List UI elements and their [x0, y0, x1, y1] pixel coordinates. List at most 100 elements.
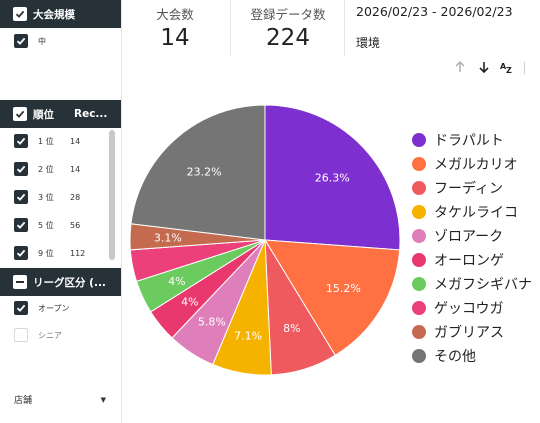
rank-option-label: 1 位: [38, 136, 54, 146]
legend-label: メガルカリオ: [434, 157, 518, 173]
arrow-up-icon[interactable]: [454, 60, 466, 77]
partial-select-checkbox-icon[interactable]: [13, 275, 27, 289]
kpi-label: 登録データ数: [250, 7, 326, 22]
store-dropdown-label: 店舗: [14, 396, 33, 406]
sort-az-icon[interactable]: A Z: [500, 60, 516, 77]
legend-item[interactable]: ドラパルト: [412, 130, 504, 150]
kpi-divider: [344, 0, 345, 56]
legend-item[interactable]: ゾロアーク: [412, 226, 503, 246]
size-option-label: 中: [38, 36, 46, 46]
league-option-open[interactable]: オープン: [0, 298, 110, 318]
dropdown-arrow-icon: ▼: [100, 395, 106, 404]
legend-item[interactable]: その他: [412, 346, 476, 366]
rank-option-count: 112: [70, 248, 86, 258]
environment-label: 環境: [356, 36, 381, 50]
kpi-tournament-count: 大会数 14: [123, 0, 227, 56]
legend-item[interactable]: ゲッコウガ: [412, 298, 503, 318]
svg-text:A: A: [500, 62, 507, 71]
rank-option-row[interactable]: 9 位 112: [0, 243, 110, 263]
checkbox-unchecked-icon[interactable]: [14, 328, 28, 342]
record-count-column-header: Rec...: [74, 108, 108, 120]
checkbox-checked-icon[interactable]: [14, 246, 28, 260]
pie-chart: 26.3%15.2%8%7.1%5.8%4%4%3.1%23.2%: [129, 104, 401, 376]
league-option-label: オープン: [38, 303, 70, 313]
date-range-picker[interactable]: 2026/02/23 - 2026/02/23: [356, 4, 513, 19]
kpi-value: 14: [160, 25, 190, 51]
legend-color-dot: [412, 277, 426, 291]
kpi-divider: [230, 0, 231, 56]
pie-slice-label: 23.2%: [187, 165, 222, 178]
legend-item[interactable]: ガブリアス: [412, 322, 504, 342]
rank-option-row[interactable]: 5 位 56: [0, 215, 110, 235]
rank-option-label: 3 位: [38, 192, 54, 202]
legend-color-dot: [412, 253, 426, 267]
size-filter-title: 大会規模: [33, 8, 75, 21]
rank-option-row[interactable]: 1 位 14: [0, 131, 110, 151]
legend-label: メガフシギバナ: [434, 277, 532, 293]
league-filter-title: リーグ区分 (...: [33, 276, 106, 289]
legend-item[interactable]: オーロンゲ: [412, 250, 504, 270]
checkbox-checked-icon[interactable]: [14, 34, 28, 48]
legend-color-dot: [412, 157, 426, 171]
legend-color-dot: [412, 229, 426, 243]
rank-option-label: 5 位: [38, 220, 54, 230]
rank-option-count: 14: [70, 136, 81, 146]
rank-option-label: 9 位: [38, 248, 54, 258]
league-option-senior[interactable]: シニア: [0, 325, 110, 345]
legend-label: ガブリアス: [434, 325, 504, 341]
checkbox-checked-icon[interactable]: [14, 301, 28, 315]
league-option-label: シニア: [38, 330, 62, 340]
select-all-checkbox-icon[interactable]: [13, 7, 27, 21]
pie-slice-label: 7.1%: [234, 330, 262, 343]
legend-color-dot: [412, 349, 426, 363]
arrow-down-icon[interactable]: [478, 60, 490, 77]
pie-slice[interactable]: [264, 239, 401, 356]
pie-slice-label: 4%: [181, 296, 198, 309]
legend-label: タケルライコ: [434, 205, 518, 221]
rank-option-row[interactable]: 3 位 28: [0, 187, 110, 207]
legend-label: ドラパルト: [434, 133, 504, 149]
pie-slice-label: 5.8%: [198, 315, 226, 328]
rank-option-count: 14: [70, 164, 81, 174]
filter-panel: 大会規模 中 順位 Rec... 1 位 14 2 位 14 3 位 28 5 …: [0, 0, 122, 423]
pie-slice[interactable]: [264, 104, 401, 251]
league-filter-header[interactable]: リーグ区分 (...: [0, 268, 121, 296]
legend-item[interactable]: フーディン: [412, 178, 503, 198]
rank-filter-title: 順位: [33, 108, 54, 121]
pie-slice-label: 3.1%: [154, 232, 182, 245]
rank-option-count: 56: [70, 220, 81, 230]
legend-color-dot: [412, 205, 426, 219]
rank-option-row[interactable]: 2 位 14: [0, 159, 110, 179]
legend-color-dot: [412, 181, 426, 195]
checkbox-checked-icon[interactable]: [14, 218, 28, 232]
checkbox-checked-icon[interactable]: [14, 134, 28, 148]
legend-label: フーディン: [434, 181, 504, 197]
checkbox-checked-icon[interactable]: [14, 190, 28, 204]
kpi-label: 大会数: [156, 7, 194, 22]
pie-slice-label: 4%: [168, 275, 185, 288]
select-all-checkbox-icon[interactable]: [13, 107, 27, 121]
rank-filter-header[interactable]: 順位 Rec...: [0, 100, 121, 128]
toolbar-divider: [524, 62, 525, 74]
pie-slice-label: 15.2%: [326, 282, 361, 295]
checkbox-checked-icon[interactable]: [14, 162, 28, 176]
legend-item[interactable]: メガフシギバナ: [412, 274, 532, 294]
svg-text:Z: Z: [506, 66, 512, 74]
rank-option-count: 28: [70, 192, 81, 202]
legend-color-dot: [412, 325, 426, 339]
legend-label: ゲッコウガ: [434, 301, 504, 317]
pie-slice-label: 8%: [283, 322, 300, 335]
store-dropdown[interactable]: 店舗 ▼: [14, 393, 106, 407]
size-filter-header[interactable]: 大会規模: [0, 0, 121, 28]
legend-label: その他: [434, 349, 476, 365]
legend-item[interactable]: メガルカリオ: [412, 154, 518, 174]
rank-list-scrollbar[interactable]: [109, 130, 115, 260]
kpi-value: 224: [266, 25, 310, 51]
legend-color-dot: [412, 301, 426, 315]
size-option-mid[interactable]: 中: [0, 31, 110, 51]
rank-option-label: 2 位: [38, 164, 54, 174]
legend-label: オーロンゲ: [434, 253, 504, 269]
pie-slice[interactable]: [130, 104, 266, 241]
kpi-registered-data-count: 登録データ数 224: [232, 0, 344, 56]
legend-item[interactable]: タケルライコ: [412, 202, 518, 222]
